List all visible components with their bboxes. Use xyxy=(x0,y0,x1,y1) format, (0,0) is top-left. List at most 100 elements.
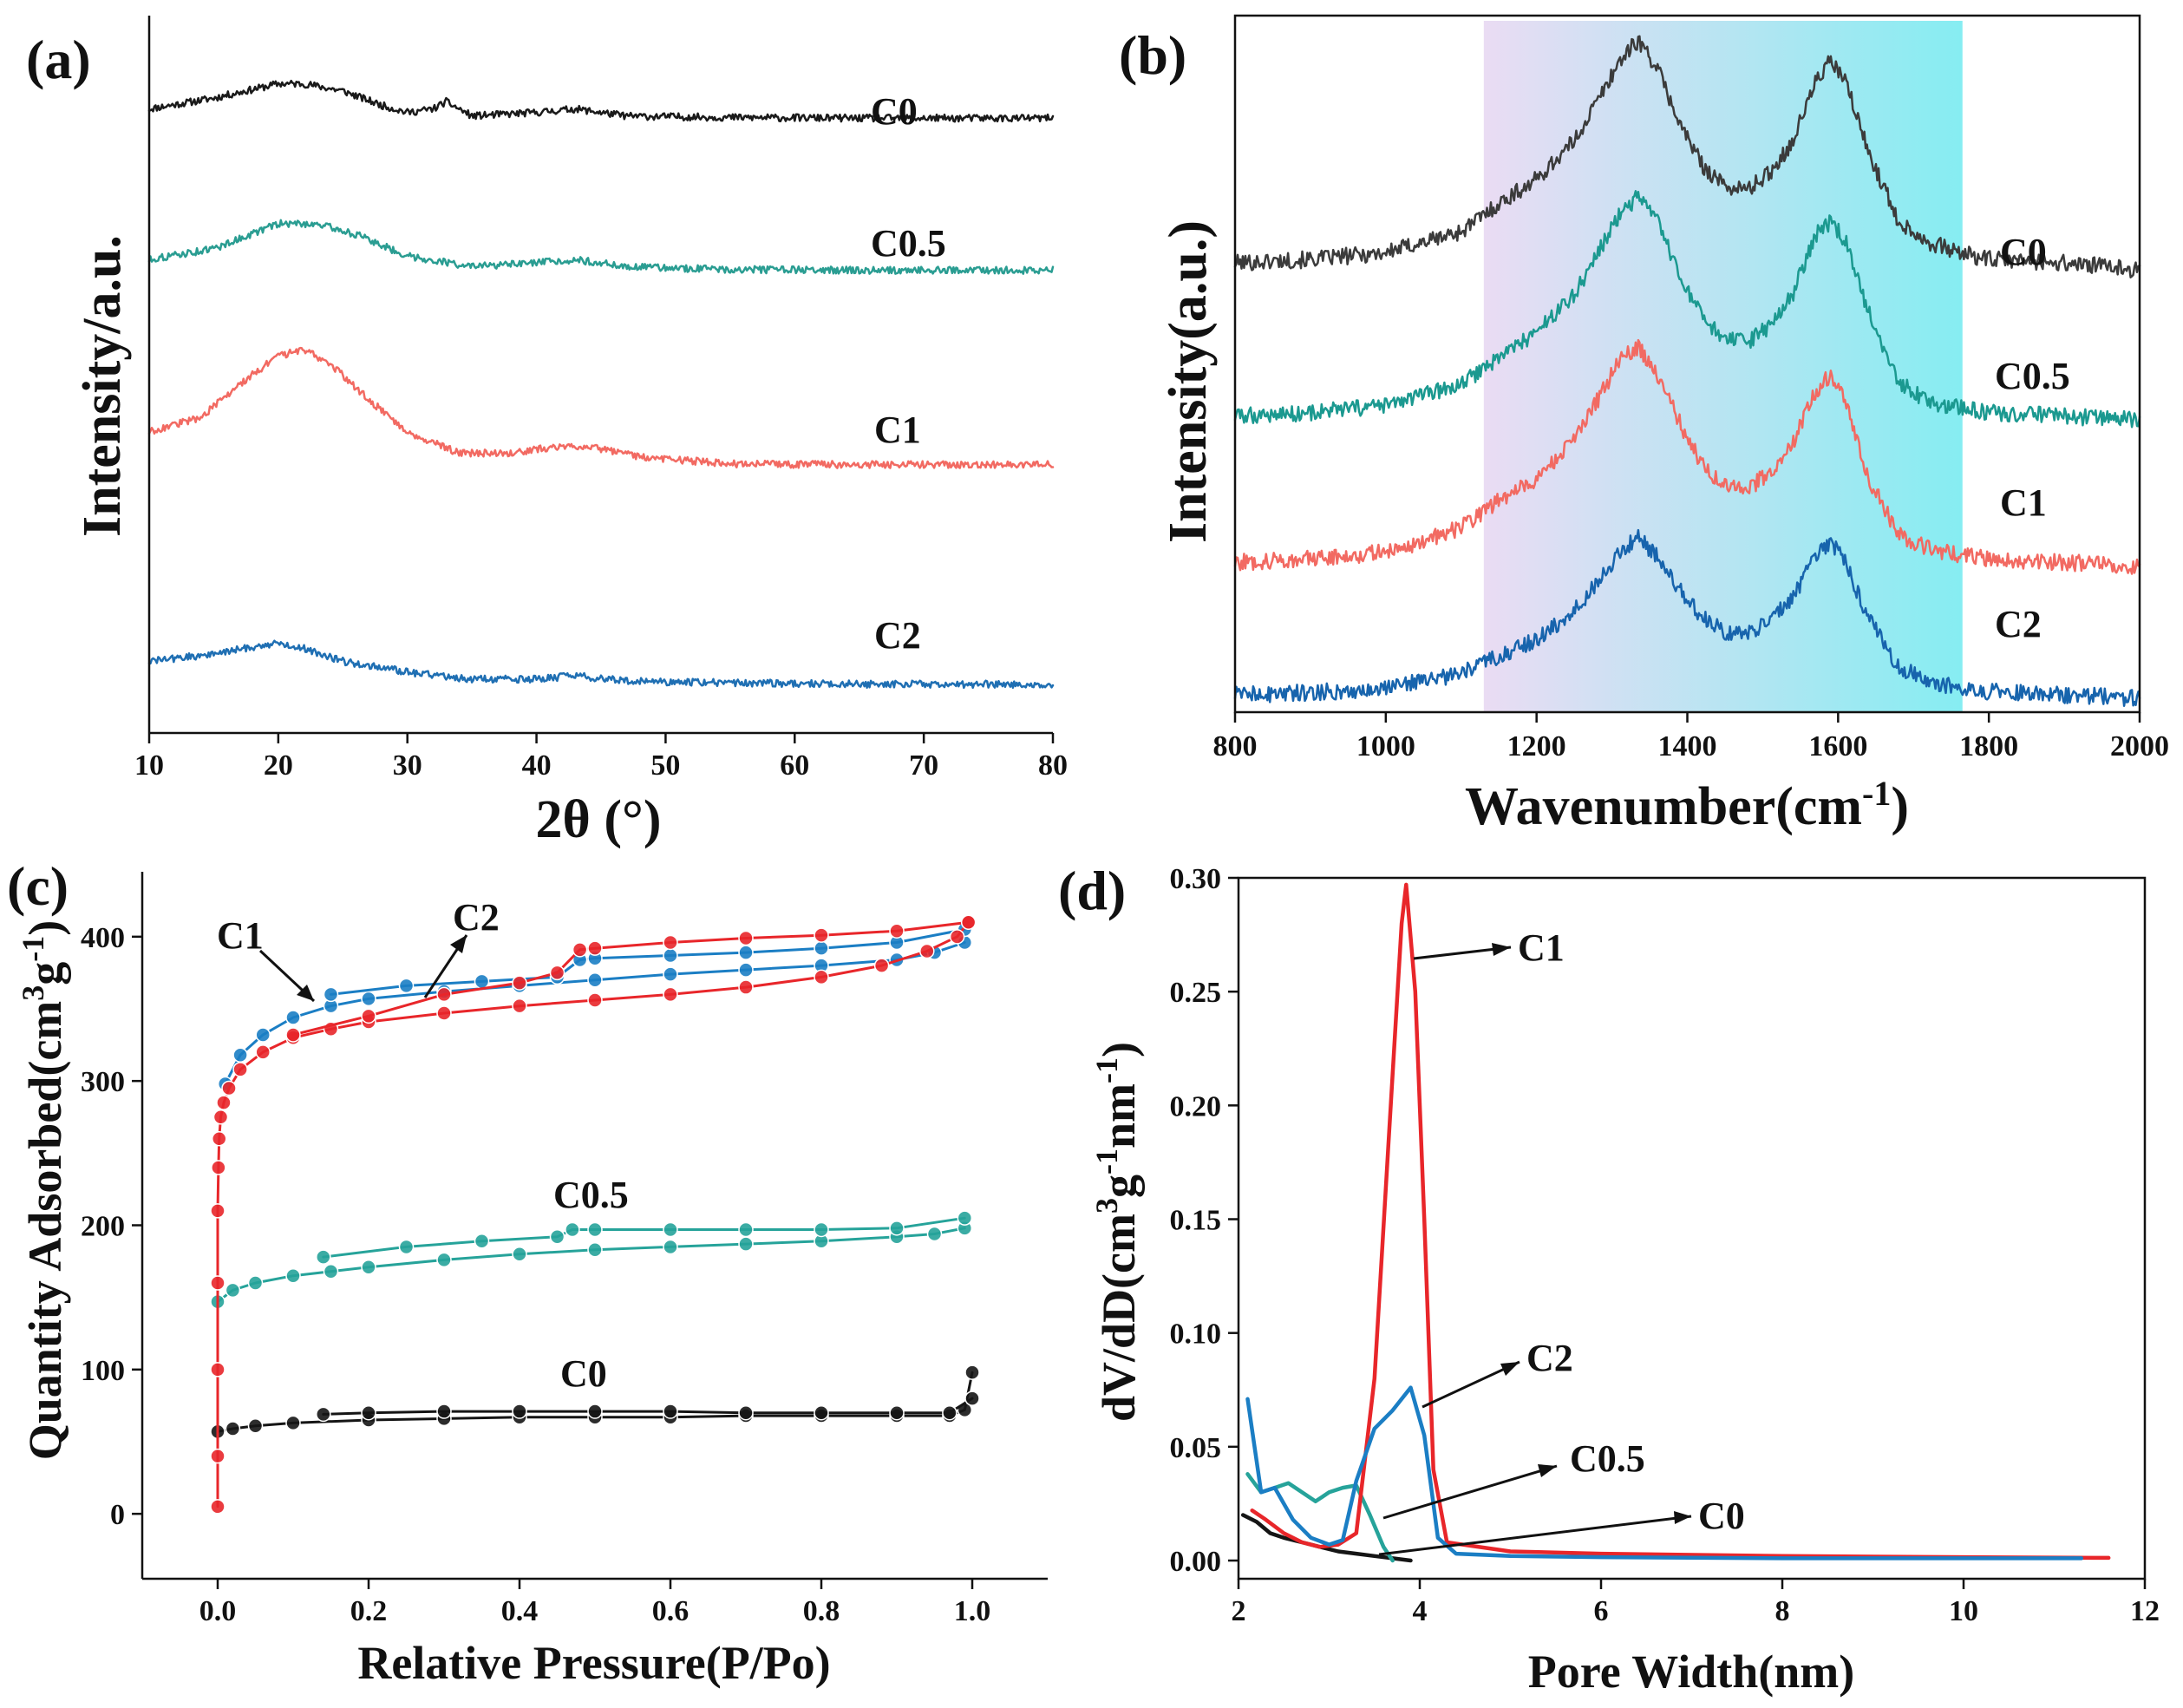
panel-a-xlabel: 2θ (°) xyxy=(536,790,662,849)
panel-a-annotation-c2: C2 xyxy=(874,614,921,657)
isotherm-point xyxy=(210,1448,225,1464)
isotherm-point xyxy=(926,1226,943,1242)
xtick-label: 2 xyxy=(1232,1595,1246,1627)
panel-b-series xyxy=(1233,35,2141,707)
isotherm-point xyxy=(572,942,588,958)
isotherm-point xyxy=(964,1364,980,1380)
isotherm-point xyxy=(323,986,339,1003)
isotherm-point xyxy=(232,1047,248,1063)
isotherm-point xyxy=(942,1404,958,1421)
isotherm-point xyxy=(285,1415,301,1431)
xtick-label: 60 xyxy=(780,749,809,782)
raman-line-C0 xyxy=(1233,35,2141,278)
isotherm-point xyxy=(964,1391,980,1406)
isotherm-point xyxy=(361,1008,376,1024)
ytick-label: 0 xyxy=(110,1499,125,1531)
pore-line-C2 xyxy=(1245,1385,2084,1561)
xtick-label: 0.4 xyxy=(501,1595,539,1627)
isotherm-point xyxy=(587,1242,603,1258)
isotherm-point xyxy=(738,1404,754,1421)
isotherm-point xyxy=(738,979,754,995)
isotherm-point xyxy=(738,962,754,978)
raman-line-C1 xyxy=(1233,338,2141,575)
panel-c-xlabel: Relative Pressure(P/Po) xyxy=(357,1637,830,1689)
isotherm-point xyxy=(474,973,490,990)
xtick-label: 0.2 xyxy=(350,1595,388,1627)
ytick-label: 200 xyxy=(81,1211,125,1243)
isotherm-point xyxy=(663,986,678,1003)
isotherm-point xyxy=(212,1109,229,1125)
ytick-label: 0.25 xyxy=(1170,977,1222,1009)
isotherm-point xyxy=(285,1027,301,1043)
panel-d-series xyxy=(1240,882,2111,1563)
panel-d-annotation-c0-5: C0.5 xyxy=(1570,1437,1645,1480)
xtick-label: 20 xyxy=(264,749,293,782)
isotherm-point xyxy=(587,972,603,988)
panel-d-label: (d) xyxy=(1058,860,1126,921)
isotherm-point xyxy=(285,1010,301,1025)
isotherm-point xyxy=(361,991,376,1007)
panel-b-label: (b) xyxy=(1119,24,1186,86)
ytick-label: 300 xyxy=(81,1066,125,1098)
isotherm-point xyxy=(247,1417,264,1434)
panel-a-annotation-c1: C1 xyxy=(874,409,921,451)
xrd-line-C0 xyxy=(147,79,1055,123)
isotherm-point xyxy=(232,1062,248,1077)
isotherm-point xyxy=(225,1421,241,1436)
panel-d-ylabel: dV/dD(cm3g-1nm-1) xyxy=(1089,1042,1145,1422)
isotherm-point xyxy=(512,975,527,991)
panel-a-xticks: 10 20 30 40 50 60 70 80 xyxy=(134,733,1068,782)
panel-c-isotherm: (c) 0.0 0.2 0.4 0.6 0.8 1.0 0 100 200 300 400 C1 C… xyxy=(7,855,1048,1689)
ytick-label: 0.05 xyxy=(1170,1432,1222,1464)
xtick-label: 70 xyxy=(909,749,938,782)
isotherm-point xyxy=(738,945,754,960)
isotherm-point xyxy=(436,986,452,1003)
panel-a-label: (a) xyxy=(26,29,91,90)
panel-d-annotation-c2: C2 xyxy=(1526,1337,1573,1379)
panel-a-ylabel: Intensity/a.u. xyxy=(73,235,132,537)
raman-line-C2 xyxy=(1233,528,2141,707)
isotherm-point xyxy=(663,934,678,951)
isotherm-point xyxy=(247,1275,264,1291)
panel-d-xlabel: Pore Width(nm) xyxy=(1528,1646,1855,1698)
isotherm-point xyxy=(565,1221,580,1238)
xtick-label: 0.6 xyxy=(652,1595,690,1627)
isotherm-point xyxy=(211,1130,227,1147)
panel-b-xticks: 800 1000 1200 1400 1600 1800 2000 xyxy=(1213,712,2169,762)
panel-d-annotation-c0: C0 xyxy=(1698,1495,1745,1537)
xtick-label: 1600 xyxy=(1808,730,1867,762)
isotherm-point xyxy=(549,1229,565,1245)
panel-d-pore-size: (d) 2 4 6 8 10 12 0.00 0.05 0.10 0.15 0.20 0.25 0.30… xyxy=(1058,860,2160,1698)
xtick-label: 10 xyxy=(1949,1595,1978,1627)
isotherm-point xyxy=(738,930,754,946)
isotherm-point xyxy=(814,1221,829,1238)
xtick-label: 800 xyxy=(1213,730,1258,762)
isotherm-point xyxy=(814,969,829,985)
isotherm-point xyxy=(587,1221,603,1238)
xtick-label: 1200 xyxy=(1507,730,1566,762)
xtick-label: 30 xyxy=(393,749,422,782)
isotherm-point xyxy=(814,940,829,956)
isotherm-point xyxy=(889,1220,905,1236)
isotherm-point xyxy=(474,1234,490,1249)
panel-c-annotation-c1: C1 xyxy=(217,914,264,957)
isotherm-point xyxy=(211,1160,226,1175)
xtick-label: 2000 xyxy=(2110,730,2169,762)
isotherm-point xyxy=(663,1239,678,1255)
isotherm-point xyxy=(919,943,935,959)
panel-b-annotation-c2: C2 xyxy=(1995,603,2042,645)
panel-c-label: (c) xyxy=(7,855,69,917)
isotherm-point xyxy=(210,1499,225,1515)
isotherm-point xyxy=(436,1252,452,1268)
ytick-label: 0.00 xyxy=(1170,1546,1222,1578)
isotherm-point xyxy=(512,1247,527,1262)
isotherm-point xyxy=(398,978,415,994)
xtick-label: 1400 xyxy=(1658,730,1717,762)
panel-b-annotation-c0-5: C0.5 xyxy=(1995,355,2070,397)
xrd-line-C1 xyxy=(147,346,1055,469)
panel-c-arrows xyxy=(258,934,468,1003)
isotherm-point xyxy=(738,1236,754,1252)
isotherm-point xyxy=(873,958,890,973)
isotherm-point xyxy=(361,1259,376,1275)
xtick-label: 0.0 xyxy=(199,1595,237,1627)
